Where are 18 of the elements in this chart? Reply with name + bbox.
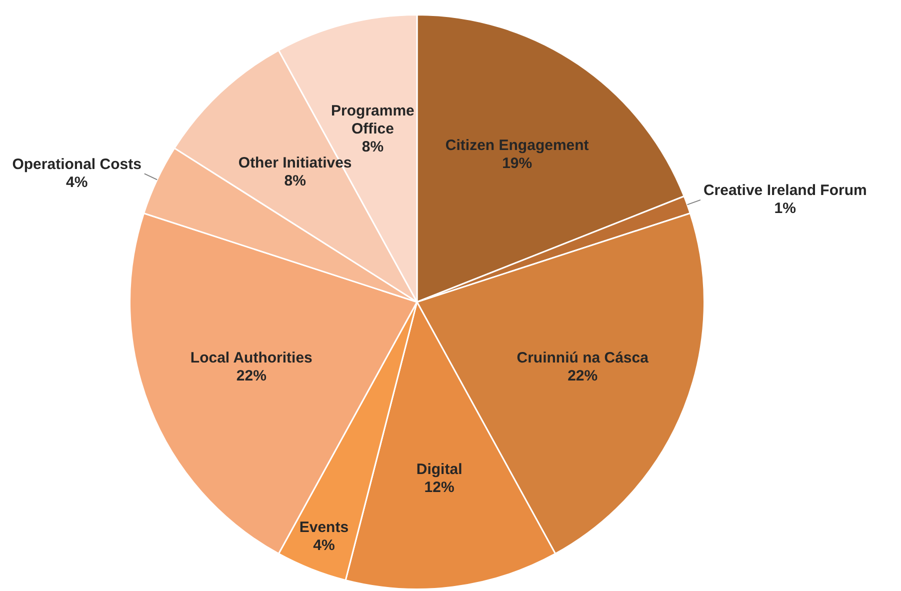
data-label: 8%: [284, 172, 306, 190]
slice-label: Cruinniú na Cásca: [516, 350, 650, 367]
data-label: 12%: [424, 478, 454, 496]
slice-label: Citizen Engagement: [445, 136, 589, 154]
data-label: 19%: [502, 154, 532, 172]
data-label: 4%: [66, 174, 88, 191]
slice-label: Local Authorities: [190, 350, 312, 367]
data-label: 4%: [313, 537, 335, 554]
slice-label: Events: [299, 519, 349, 536]
data-label: 22%: [568, 368, 598, 385]
slice-label: Programme Office: [331, 102, 414, 138]
data-label: 1%: [774, 200, 796, 218]
slice-label: Other Initiatives: [238, 154, 352, 172]
data-label: 22%: [236, 368, 266, 385]
slice-label: Digital: [416, 460, 462, 478]
slice-label: Creative Ireland Forum: [703, 182, 867, 200]
data-label: 8%: [362, 138, 384, 156]
slice-label: Operational Costs: [12, 156, 142, 173]
